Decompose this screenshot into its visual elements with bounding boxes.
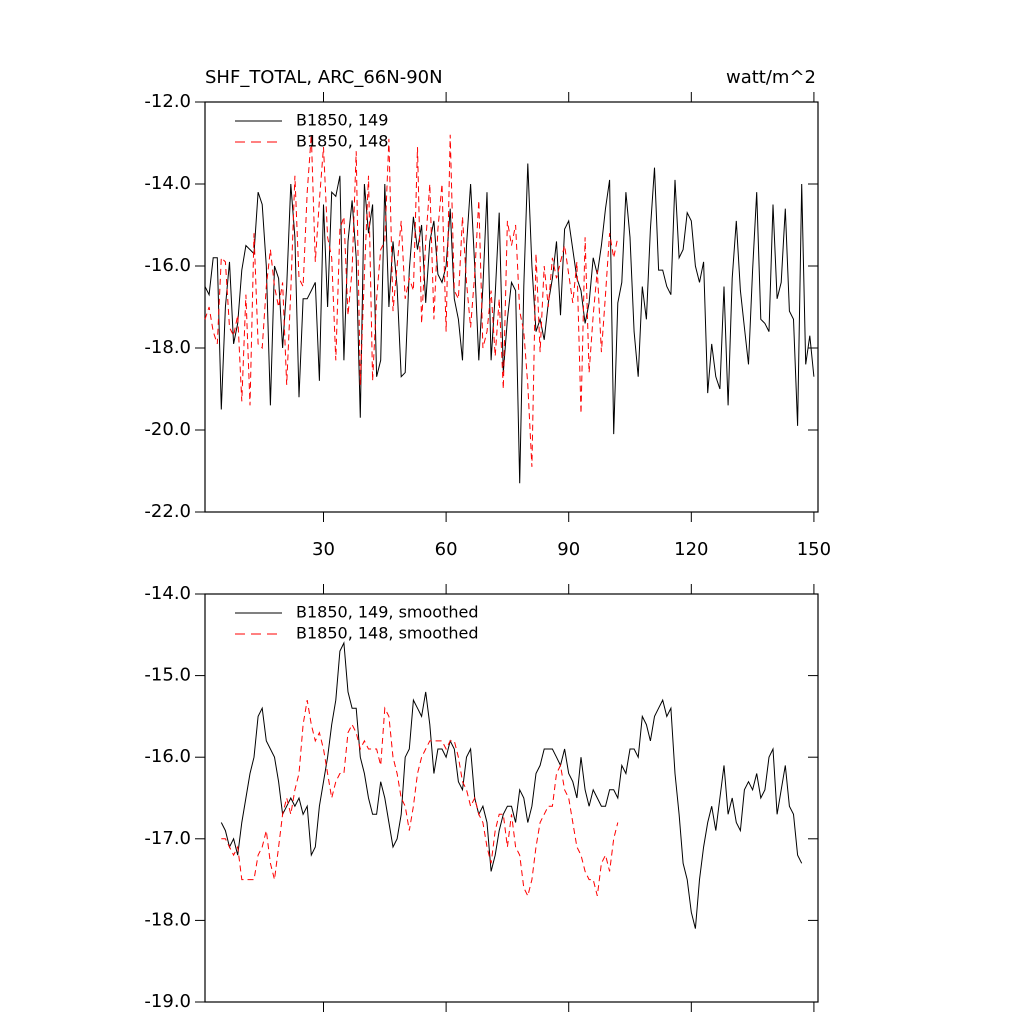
y-tick-label: -22.0: [144, 501, 191, 522]
x-tick-label: 60: [435, 539, 458, 560]
legend-label: B1850, 149, smoothed: [296, 603, 479, 622]
x-tick-label: 30: [312, 539, 335, 560]
plot-frame: [204, 593, 819, 1003]
y-tick-label: -14.0: [144, 583, 191, 604]
legend-label: B1850, 149: [296, 111, 388, 130]
x-tick-label: 90: [557, 539, 580, 560]
series-line: [220, 641, 803, 929]
y-tick-label: -18.0: [144, 909, 191, 930]
y-tick-label: -15.0: [144, 665, 191, 686]
y-tick-label: -16.0: [144, 255, 191, 276]
y-tick-label: -12.0: [144, 91, 191, 112]
series-line: [221, 700, 619, 898]
x-tick-label: 150: [797, 539, 831, 560]
y-tick-label: -14.0: [144, 173, 191, 194]
y-tick-label: -18.0: [144, 337, 191, 358]
chart-title: SHF_TOTAL, ARC_66N-90N: [205, 67, 443, 88]
plot-frame: [204, 101, 819, 513]
y-tick-label: -19.0: [144, 991, 191, 1012]
legend-label: B1850, 148: [296, 132, 388, 151]
series-line: [204, 163, 815, 484]
y-tick-label: -17.0: [144, 828, 191, 849]
x-tick-label: 120: [674, 539, 708, 560]
y-tick-label: -16.0: [144, 746, 191, 767]
units-label: watt/m^2: [726, 67, 816, 88]
series-line: [204, 134, 619, 467]
legend-label: B1850, 148, smoothed: [296, 624, 479, 643]
y-tick-label: -20.0: [144, 419, 191, 440]
